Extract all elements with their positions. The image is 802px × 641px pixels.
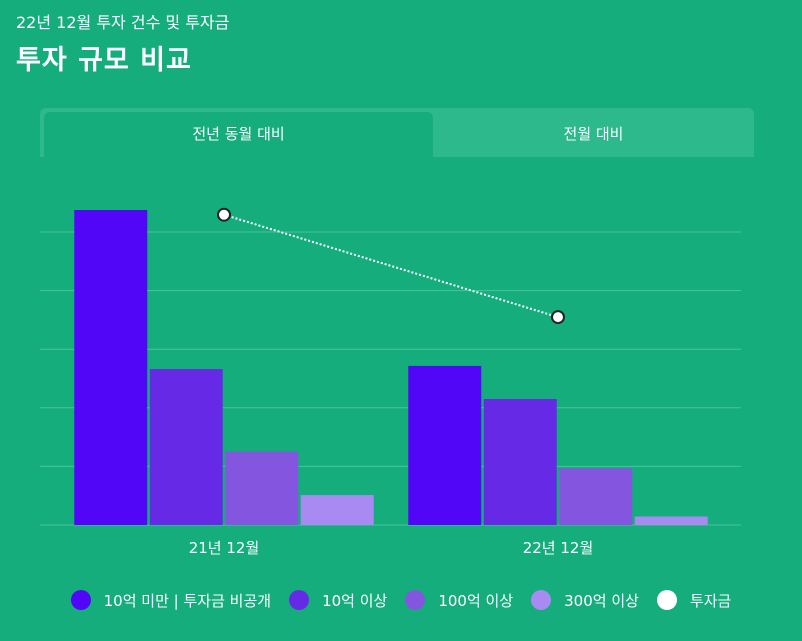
line-point xyxy=(551,310,565,325)
legend-item: 10억 이상 xyxy=(289,590,387,611)
bar xyxy=(74,210,148,525)
legend-item: 10억 미만 | 투자금 비공개 xyxy=(70,590,272,611)
bar xyxy=(300,495,374,525)
bar xyxy=(225,451,299,525)
legend-swatch xyxy=(531,590,552,610)
bar xyxy=(559,468,633,525)
bar xyxy=(483,399,557,525)
legend-item: 투자금 xyxy=(656,590,732,611)
legend-swatch xyxy=(289,590,310,610)
line-point xyxy=(217,207,231,222)
tab-year-over-year[interactable]: 전년 동월 대비 xyxy=(44,112,433,157)
chart-subtitle: 22년 12월 투자 건수 및 투자금 xyxy=(16,13,230,32)
legend-label: 300억 이상 xyxy=(564,591,639,610)
investment-line xyxy=(223,213,559,319)
legend-swatch xyxy=(656,590,677,610)
x-tick-label: 22년 12월 xyxy=(523,539,594,557)
bar xyxy=(149,369,223,525)
bar xyxy=(634,516,708,525)
legend-item: 300억 이상 xyxy=(531,590,639,611)
legend-label: 투자금 xyxy=(689,591,732,610)
legend-swatch xyxy=(70,590,91,610)
legend-item: 100억 이상 xyxy=(405,590,513,611)
bar xyxy=(408,365,482,525)
legend-label: 10억 이상 xyxy=(322,591,388,610)
legend-swatch xyxy=(405,590,426,610)
comparison-tabs: 전년 동월 대비 전월 대비 xyxy=(40,108,754,157)
legend-label: 100억 이상 xyxy=(438,591,514,610)
chart-legend: 10억 미만 | 투자금 비공개 10억 이상 100억 이상 300억 이상 투자금 xyxy=(0,587,802,613)
legend-label: 10억 미만 | 투자금 비공개 xyxy=(103,591,272,610)
chart-title: 투자 규모 비교 xyxy=(16,45,192,76)
tab-month-over-month[interactable]: 전월 대비 xyxy=(563,125,624,143)
x-tick-label: 21년 12월 xyxy=(189,539,260,557)
